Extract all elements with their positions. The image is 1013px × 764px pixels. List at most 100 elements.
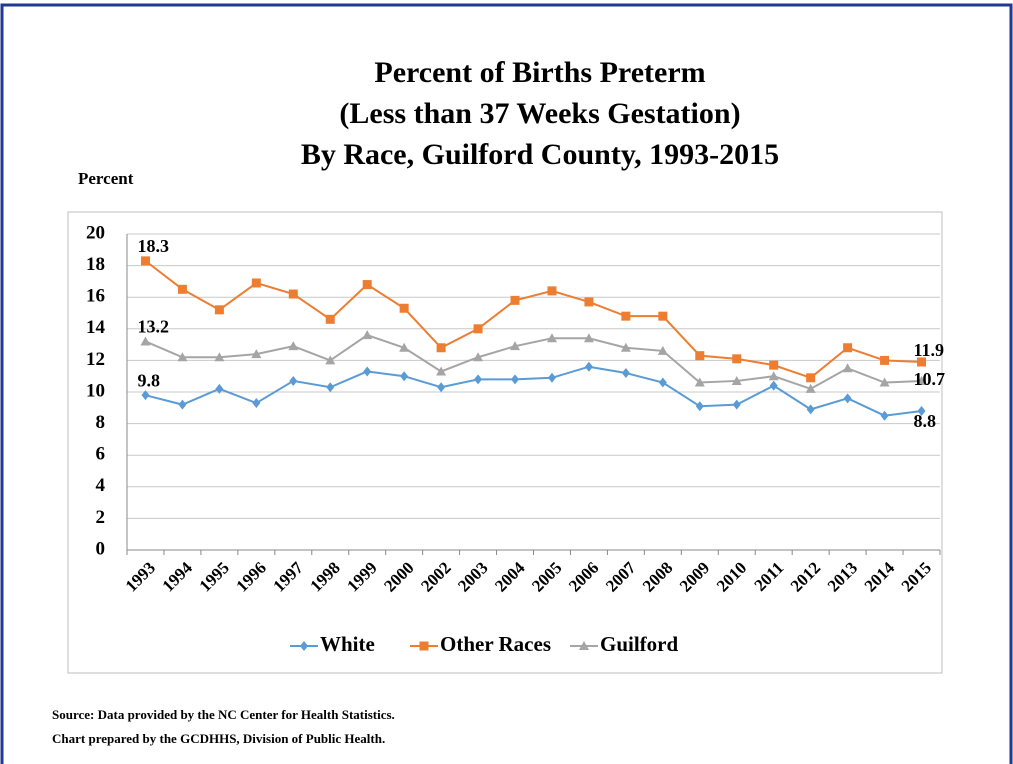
data-point <box>657 345 668 355</box>
data-point <box>140 336 151 346</box>
chart-title: (Less than 37 Weeks Gestation) <box>339 97 740 130</box>
data-point <box>363 366 372 377</box>
data-point <box>214 352 225 362</box>
data-point <box>252 398 261 409</box>
data-point <box>584 361 593 372</box>
legend-label: Other Races <box>440 632 551 656</box>
data-point <box>879 377 890 387</box>
x-tick-label: 2000 <box>380 558 417 595</box>
data-point <box>215 383 224 394</box>
x-tick-label: 2002 <box>417 558 454 595</box>
data-point <box>843 343 853 353</box>
data-point <box>695 401 704 412</box>
data-point <box>141 390 150 401</box>
data-point <box>694 377 705 387</box>
data-point <box>769 380 778 391</box>
x-tick-label: 1999 <box>343 558 380 595</box>
data-point <box>140 256 150 266</box>
data-point <box>251 349 262 359</box>
data-label: 10.7 <box>914 369 946 389</box>
data-point <box>399 303 409 313</box>
series-line <box>145 334 922 390</box>
plot-frame <box>67 211 943 674</box>
data-point <box>843 393 852 404</box>
data-point <box>880 355 890 365</box>
data-point <box>288 341 299 351</box>
legend-label: Guilford <box>600 632 678 656</box>
y-tick-label: 4 <box>96 475 106 496</box>
x-tick-label: 2013 <box>824 558 861 595</box>
legend-marker <box>579 641 589 650</box>
data-label: 18.3 <box>137 236 169 256</box>
data-point <box>695 351 705 361</box>
data-point <box>510 295 520 305</box>
x-tick-label: 2006 <box>565 558 602 595</box>
data-point <box>805 383 816 393</box>
data-point <box>769 360 779 370</box>
data-point <box>806 404 815 415</box>
y-tick-label: 20 <box>86 222 105 243</box>
data-point <box>289 375 298 386</box>
data-point <box>437 382 446 393</box>
data-point <box>584 297 594 307</box>
y-tick-label: 0 <box>96 538 106 559</box>
y-axis-label: Percent <box>78 169 134 188</box>
data-point <box>916 375 927 385</box>
data-point <box>880 410 889 421</box>
data-point <box>547 372 556 383</box>
x-tick-label: 1998 <box>306 558 343 595</box>
chart-title: By Race, Guilford County, 1993-2015 <box>301 138 779 171</box>
data-point <box>731 375 742 385</box>
data-point <box>621 368 630 379</box>
data-point <box>436 343 446 353</box>
x-tick-label: 2005 <box>528 558 565 595</box>
data-point <box>400 371 409 382</box>
y-tick-label: 10 <box>86 380 105 401</box>
slide-border <box>0 3 1013 764</box>
y-tick-label: 16 <box>86 286 105 307</box>
y-tick-label: 18 <box>86 254 105 275</box>
data-point <box>326 382 335 393</box>
data-point <box>325 355 336 365</box>
y-tick-label: 8 <box>96 412 106 433</box>
data-point <box>620 342 631 352</box>
y-tick-label: 6 <box>96 444 106 465</box>
data-point <box>177 352 188 362</box>
series-line <box>145 365 922 417</box>
data-point <box>842 363 853 373</box>
x-tick-label: 1996 <box>232 558 269 595</box>
x-tick-label: 2008 <box>639 558 676 595</box>
data-point <box>510 341 521 351</box>
chart-title: Percent of Births Preterm <box>374 56 705 89</box>
data-point <box>768 371 779 381</box>
x-tick-label: 2012 <box>787 558 824 595</box>
data-point <box>325 314 335 324</box>
data-point <box>473 352 484 362</box>
source-note: Source: Data provided by the NC Center f… <box>52 707 395 722</box>
x-tick-label: 2014 <box>861 558 899 596</box>
x-tick-label: 2004 <box>491 558 529 596</box>
data-point <box>511 374 520 385</box>
data-point <box>473 324 483 334</box>
data-point <box>547 286 557 296</box>
series-line <box>144 260 922 379</box>
data-point <box>546 333 557 343</box>
data-point <box>288 289 298 299</box>
data-point <box>658 311 668 321</box>
legend-marker <box>300 641 308 651</box>
data-point <box>917 405 926 416</box>
legend-label: White <box>320 632 375 656</box>
x-tick-label: 2003 <box>454 558 491 595</box>
x-tick-label: 1997 <box>269 558 307 596</box>
data-point <box>251 278 261 288</box>
x-tick-label: 2015 <box>898 558 935 595</box>
x-tick-label: 2010 <box>713 558 750 595</box>
x-tick-label: 2011 <box>750 558 787 595</box>
data-point <box>399 342 410 352</box>
data-label: 9.8 <box>137 370 160 390</box>
x-tick-label: 2009 <box>676 558 713 595</box>
x-tick-label: 2007 <box>602 558 640 596</box>
data-point <box>806 373 816 383</box>
y-tick-label: 12 <box>86 349 105 370</box>
